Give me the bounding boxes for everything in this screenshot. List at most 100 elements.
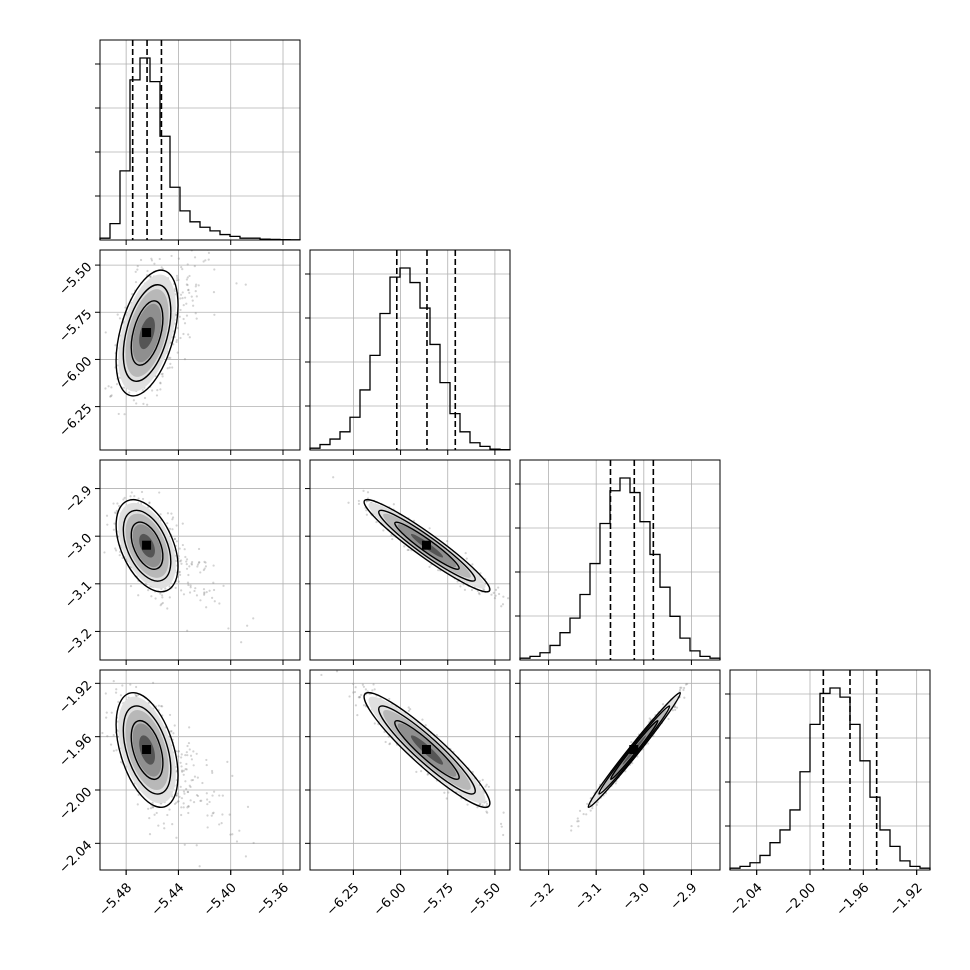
sample-point (175, 836, 178, 839)
sample-point (194, 285, 197, 288)
sample-point (154, 597, 157, 600)
sample-point (478, 592, 481, 596)
sample-point (186, 629, 189, 632)
sample-point (181, 770, 184, 773)
sample-point (183, 358, 187, 361)
sample-point (184, 768, 187, 771)
sample-point (218, 602, 221, 605)
sample-point (251, 874, 253, 876)
sample-point (107, 385, 110, 388)
sample-point (186, 276, 189, 279)
y-tick-label: −1.92 (57, 678, 96, 717)
sample-point (678, 688, 682, 691)
sample-point (368, 692, 371, 696)
sample-point (497, 586, 500, 589)
sample-point (387, 735, 390, 738)
sample-point (191, 560, 194, 564)
sample-point (186, 581, 190, 584)
sample-point (199, 799, 202, 802)
sample-point (202, 568, 205, 572)
sample-point (197, 561, 201, 564)
sample-point (169, 362, 172, 365)
sample-point (471, 563, 474, 566)
density-contour (130, 719, 164, 781)
sample-point (193, 775, 197, 778)
sample-point (179, 785, 182, 788)
sample-point (614, 782, 617, 785)
sample-point (172, 732, 175, 735)
sample-point (490, 593, 493, 596)
sample-point (160, 705, 163, 708)
sample-point (175, 794, 178, 797)
sample-point (362, 704, 366, 707)
sample-point (189, 754, 193, 757)
sample-point (409, 708, 412, 711)
density-contour (130, 300, 164, 366)
sample-point (116, 502, 119, 505)
sample-point (484, 800, 488, 803)
sample-point (113, 511, 117, 514)
sample-point (205, 606, 208, 609)
sample-point (153, 262, 156, 265)
sample-point (502, 595, 505, 598)
sample-point (181, 267, 184, 271)
sample-point (119, 694, 123, 697)
scatter-panel (515, 669, 721, 875)
sample-point (129, 495, 132, 498)
sample-point (171, 528, 174, 531)
sample-point (189, 799, 192, 802)
sample-point (175, 279, 179, 282)
sample-point (183, 322, 187, 325)
sample-point (173, 288, 177, 291)
scatter-panel (99, 669, 301, 876)
sample-point (630, 741, 633, 744)
sample-point (168, 713, 172, 717)
sample-point (246, 805, 250, 808)
sample-point (412, 519, 416, 522)
sample-point (354, 686, 357, 689)
sample-point (170, 254, 173, 258)
sample-point (161, 705, 164, 708)
sample-point (197, 284, 200, 287)
sample-point (168, 527, 172, 530)
sample-point (186, 263, 189, 266)
sample-point (170, 512, 173, 515)
sample-point (155, 394, 159, 397)
sample-point (186, 283, 189, 287)
sample-point (222, 584, 225, 587)
sample-point (176, 351, 179, 354)
sample-point (158, 491, 161, 494)
sample-point (148, 817, 151, 820)
sample-point (238, 829, 241, 832)
sample-point (189, 785, 192, 789)
density-peak (142, 745, 152, 754)
sample-point (114, 691, 118, 694)
sample-point (187, 811, 190, 815)
sample-point (671, 709, 674, 712)
sample-point (137, 497, 140, 500)
sample-point (470, 588, 474, 592)
sample-point (114, 547, 117, 550)
sample-point (186, 806, 189, 809)
sample-point (103, 551, 106, 554)
sample-point (595, 803, 599, 806)
density-contour (122, 284, 172, 382)
sample-point (190, 295, 193, 298)
sample-point (673, 705, 677, 709)
sample-point (109, 395, 112, 398)
sample-point (221, 813, 224, 816)
sample-point (203, 591, 206, 594)
sample-point (149, 807, 153, 810)
sample-point (586, 802, 589, 805)
sample-point (106, 735, 109, 738)
sample-point (366, 491, 370, 494)
sample-point (185, 314, 189, 317)
sample-point (173, 724, 176, 727)
sample-point (494, 588, 498, 591)
sample-point (131, 292, 134, 296)
sample-point (137, 793, 140, 797)
sample-point (177, 580, 180, 583)
sample-point (205, 758, 208, 762)
sample-point (192, 304, 195, 307)
density-contour (115, 498, 179, 593)
